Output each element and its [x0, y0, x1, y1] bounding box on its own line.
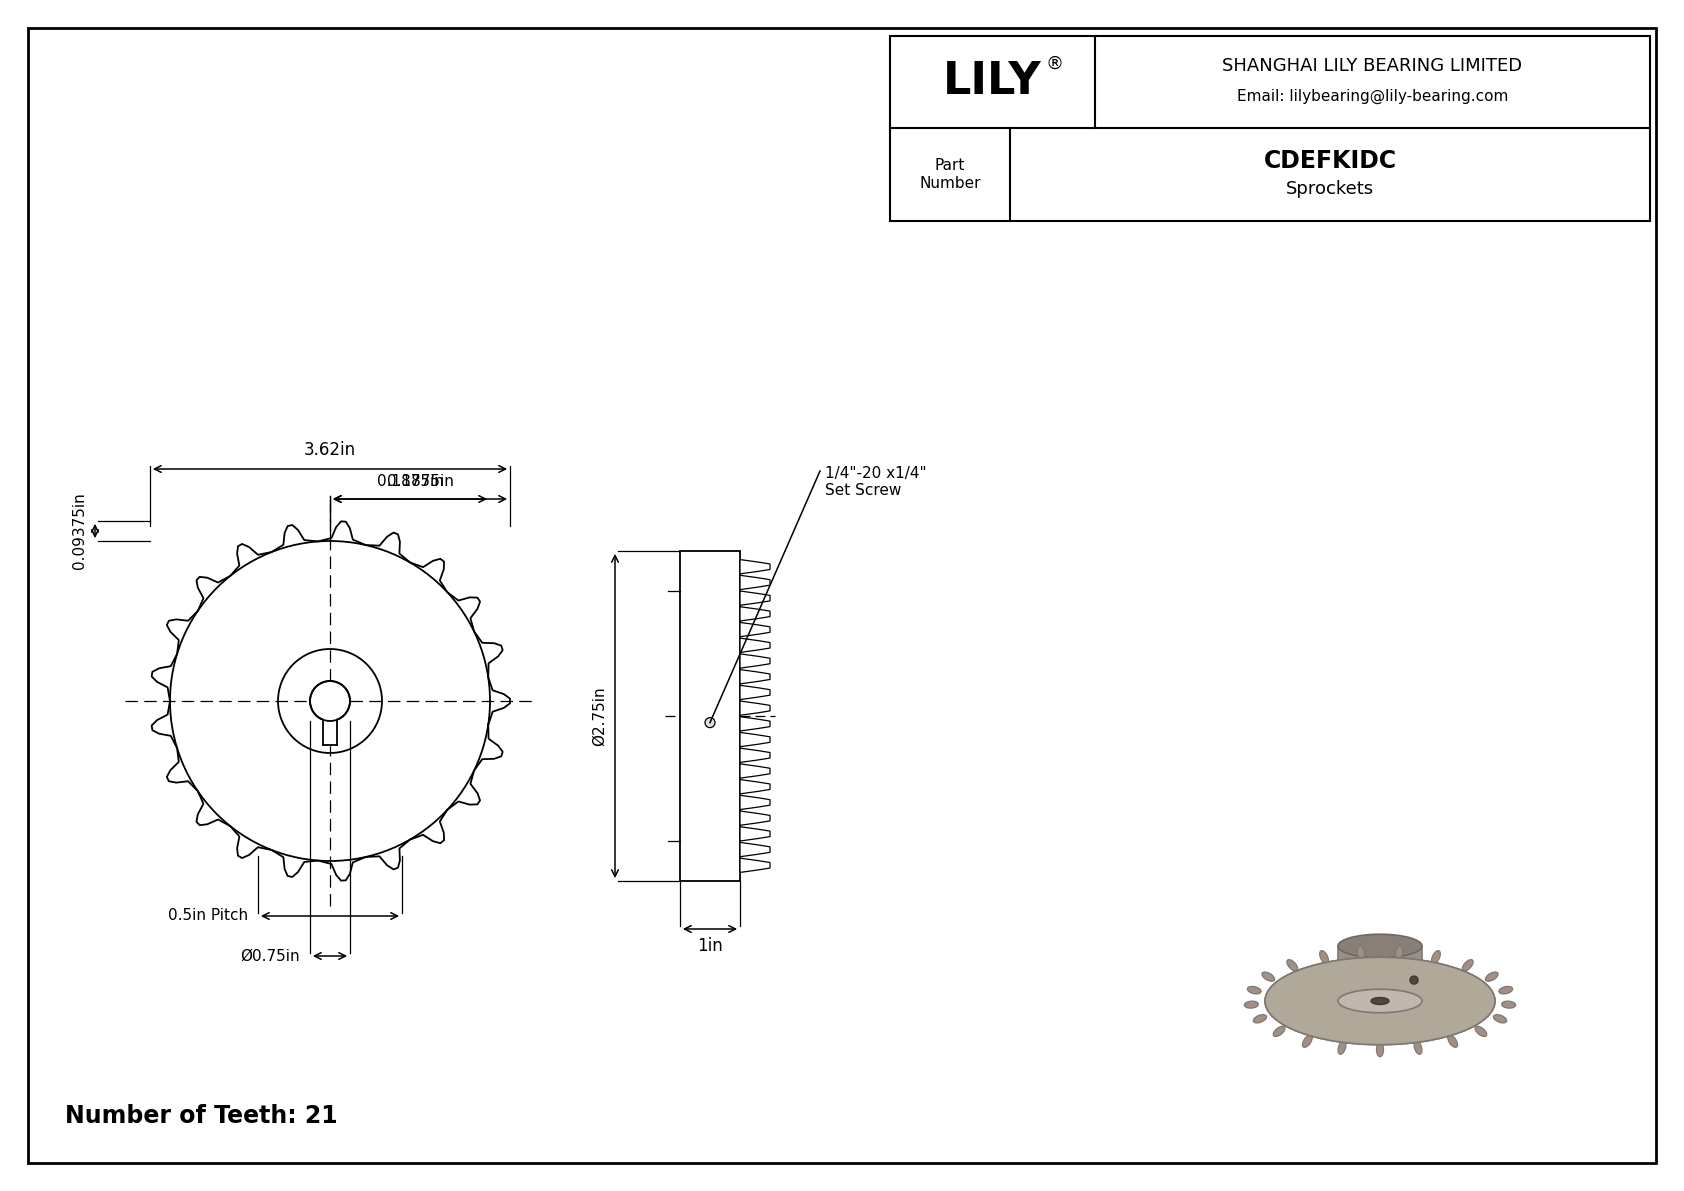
Polygon shape: [739, 717, 770, 731]
Ellipse shape: [1265, 958, 1495, 1045]
Polygon shape: [739, 685, 770, 699]
Text: SHANGHAI LILY BEARING LIMITED: SHANGHAI LILY BEARING LIMITED: [1223, 57, 1522, 75]
Ellipse shape: [1320, 950, 1329, 964]
Ellipse shape: [1494, 1015, 1507, 1023]
Ellipse shape: [1371, 998, 1389, 1004]
Ellipse shape: [1248, 986, 1261, 994]
Polygon shape: [739, 638, 770, 653]
Circle shape: [1410, 977, 1418, 984]
Ellipse shape: [1261, 972, 1275, 981]
Text: Part
Number: Part Number: [919, 158, 980, 191]
Text: Sprockets: Sprockets: [1287, 180, 1374, 198]
Ellipse shape: [1339, 990, 1421, 1012]
Ellipse shape: [1339, 934, 1421, 958]
Text: Ø2.75in: Ø2.75in: [593, 686, 606, 746]
Ellipse shape: [1485, 972, 1499, 981]
Circle shape: [310, 681, 350, 721]
Polygon shape: [739, 796, 770, 810]
Ellipse shape: [1244, 1002, 1258, 1008]
Ellipse shape: [1265, 958, 1495, 1045]
Ellipse shape: [1502, 1002, 1516, 1008]
Ellipse shape: [1302, 1035, 1312, 1047]
Circle shape: [706, 718, 716, 728]
Ellipse shape: [1376, 1042, 1384, 1056]
Ellipse shape: [1462, 960, 1474, 971]
Text: 0.09375in: 0.09375in: [72, 493, 88, 569]
Polygon shape: [739, 606, 770, 621]
Ellipse shape: [1396, 946, 1403, 960]
Polygon shape: [739, 654, 770, 668]
Polygon shape: [739, 701, 770, 716]
Ellipse shape: [1415, 1041, 1421, 1054]
Ellipse shape: [1499, 986, 1512, 994]
Polygon shape: [739, 591, 770, 605]
Polygon shape: [739, 748, 770, 762]
Bar: [680, 551, 739, 881]
Polygon shape: [739, 560, 770, 574]
Ellipse shape: [1431, 950, 1440, 964]
Ellipse shape: [1253, 1015, 1266, 1023]
Polygon shape: [739, 763, 770, 778]
Ellipse shape: [1357, 946, 1364, 960]
Polygon shape: [1339, 946, 1421, 1000]
Ellipse shape: [1287, 960, 1298, 971]
Ellipse shape: [1339, 1041, 1346, 1054]
Text: Number of Teeth: 21: Number of Teeth: 21: [66, 1104, 337, 1128]
Text: 0.1875in: 0.1875in: [377, 474, 443, 490]
Text: 3.62in: 3.62in: [303, 441, 355, 459]
Bar: [891, 36, 1650, 222]
Ellipse shape: [1371, 998, 1389, 1004]
Polygon shape: [739, 732, 770, 747]
Text: 0.5in Pitch: 0.5in Pitch: [168, 909, 248, 923]
Polygon shape: [739, 842, 770, 856]
Ellipse shape: [1273, 1027, 1285, 1036]
Text: 1in: 1in: [697, 937, 722, 955]
Text: LILY: LILY: [943, 61, 1042, 104]
Ellipse shape: [1475, 1027, 1487, 1036]
Text: CDEFKIDC: CDEFKIDC: [1263, 149, 1396, 173]
Polygon shape: [739, 623, 770, 637]
Text: ®: ®: [1046, 55, 1064, 73]
Polygon shape: [739, 575, 770, 590]
Polygon shape: [739, 780, 770, 794]
Ellipse shape: [1339, 990, 1421, 1012]
Ellipse shape: [1448, 1035, 1458, 1047]
Text: 0.1875in: 0.1875in: [387, 474, 453, 490]
Polygon shape: [739, 859, 770, 873]
Text: Email: lilybearing@lily-bearing.com: Email: lilybearing@lily-bearing.com: [1236, 88, 1509, 104]
Text: 1/4"-20 x1/4"
Set Screw: 1/4"-20 x1/4" Set Screw: [825, 466, 926, 498]
Text: Ø0.75in: Ø0.75in: [241, 948, 300, 964]
Polygon shape: [739, 827, 770, 841]
Polygon shape: [739, 811, 770, 825]
Bar: [323, 719, 337, 746]
Polygon shape: [739, 669, 770, 684]
